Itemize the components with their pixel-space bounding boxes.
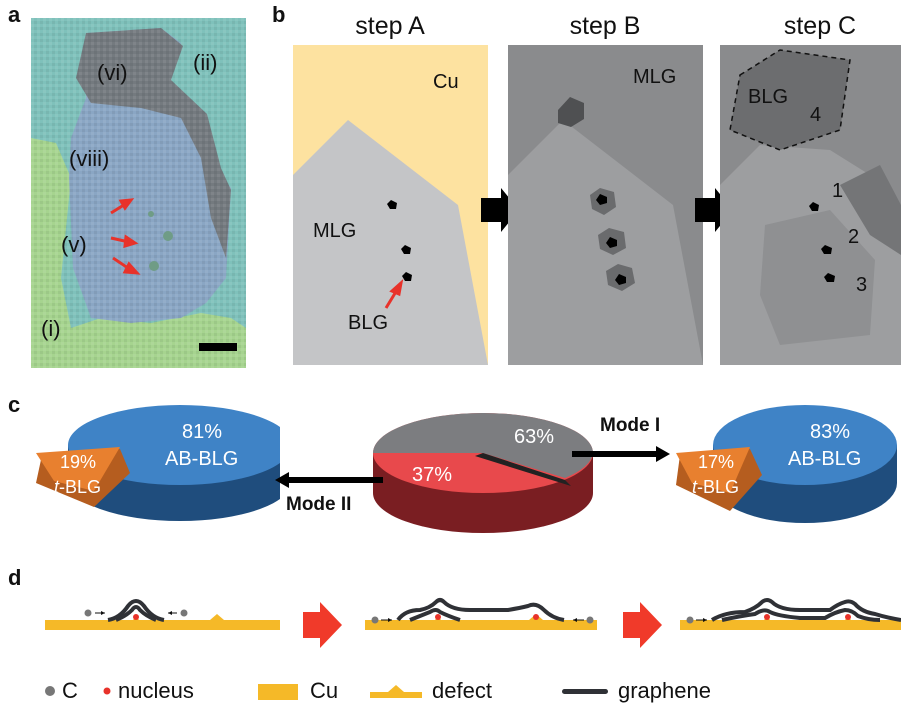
cu-swatch-icon: [258, 684, 298, 700]
legend-c: C: [42, 678, 78, 704]
growth-stage-3: [680, 598, 901, 630]
pie-left-t-label: -BLG: [59, 477, 101, 497]
region-label-i: (i): [41, 316, 61, 341]
pie-right-ab-slice: [713, 405, 897, 485]
svg-text:t-BLG: t-BLG: [54, 477, 101, 497]
pie-left-t-slice: [36, 447, 120, 491]
step-a-blg-label: BLG: [348, 312, 388, 334]
pie-center-gray-slice: [373, 413, 593, 453]
region-label-vi: (vi): [97, 60, 128, 85]
step-c-panel: BLG 4 1 2 3: [720, 45, 901, 365]
region-label-viii: (viii): [69, 146, 109, 171]
graphene-line-icon: [562, 689, 608, 694]
step-c-num-4: 4: [810, 104, 821, 126]
panel-label-c: c: [8, 392, 21, 417]
legend-nucleus-label: nucleus: [118, 678, 194, 703]
step-c-blg-label: BLG: [748, 86, 788, 108]
pie-left: 81% AB-BLG 19% t-BLG: [36, 405, 280, 521]
carbon-atom-icon: [45, 686, 55, 696]
pie-left-ab-pct: 81%: [182, 421, 222, 443]
growth-arrow-2: [623, 602, 662, 648]
mode-1-label: Mode I: [600, 415, 661, 436]
pie-right-t-label: -BLG: [697, 477, 739, 497]
pie-right-t-prefix: t: [692, 477, 698, 497]
pie-left-t-pct: 19%: [60, 452, 96, 472]
pie-right: 83% AB-BLG 17% t-BLG: [676, 405, 897, 523]
mode-2-arrow: [275, 472, 383, 488]
panel-label-a: a: [8, 2, 21, 27]
pie-right-t-slice: [676, 447, 750, 493]
legend-nucleus: nucleus: [100, 678, 194, 704]
step-a-mlg-label: MLG: [313, 220, 356, 242]
step-c-num-1: 1: [832, 180, 843, 202]
pie-left-ab-label: AB-BLG: [165, 448, 238, 470]
pie-right-ab-pct: 83%: [810, 421, 850, 443]
step-title-b: step B: [569, 12, 641, 40]
legend-defect: defect: [370, 678, 492, 704]
region-label-ii: (ii): [193, 50, 217, 75]
step-c-num-3: 3: [856, 274, 867, 296]
growth-arrow-1: [303, 602, 342, 648]
step-title-c: step C: [783, 12, 857, 40]
pie-center: 63% 37%: [373, 413, 593, 533]
legend-c-label: C: [62, 678, 78, 703]
step-a-panel: Cu MLG BLG: [293, 45, 488, 365]
legend-cu-label: Cu: [310, 678, 339, 703]
step-c-num-2: 2: [848, 226, 859, 248]
micrograph-image: (vi) (ii) (viii) (v) (i): [31, 18, 246, 368]
pie-right-t-pct: 17%: [698, 452, 734, 472]
nucleus-icon: [103, 687, 111, 695]
defect-icon: [370, 685, 422, 698]
step-title-a: step A: [355, 12, 425, 40]
growth-stage-1: [45, 599, 280, 630]
svg-text:t-BLG: t-BLG: [692, 477, 739, 497]
panel-label-b: b: [272, 2, 286, 27]
legend-cu: Cu: [258, 678, 338, 704]
legend-graphene-label: graphene: [618, 678, 711, 703]
mode-2-label: Mode II: [286, 494, 352, 515]
mode-1-arrow: [572, 446, 670, 462]
micrograph: (vi) (ii) (viii) (v) (i): [31, 18, 246, 368]
legend-defect-label: defect: [432, 678, 492, 703]
region-label-v: (v): [61, 232, 87, 257]
pie-center-red-pct: 37%: [412, 464, 452, 486]
pie-right-ab-label: AB-BLG: [788, 448, 861, 470]
panel-label-d: d: [8, 565, 22, 590]
step-b-mlg-label: MLG: [633, 66, 676, 88]
pie-center-gray-pct: 63%: [514, 426, 554, 448]
growth-schematic: [45, 598, 901, 648]
step-b-panel: MLG: [508, 45, 703, 365]
legend-graphene: graphene: [562, 678, 711, 704]
growth-stage-2: [365, 598, 597, 630]
pie-left-t-prefix: t: [54, 477, 60, 497]
step-a-cu-label: Cu: [433, 71, 459, 93]
